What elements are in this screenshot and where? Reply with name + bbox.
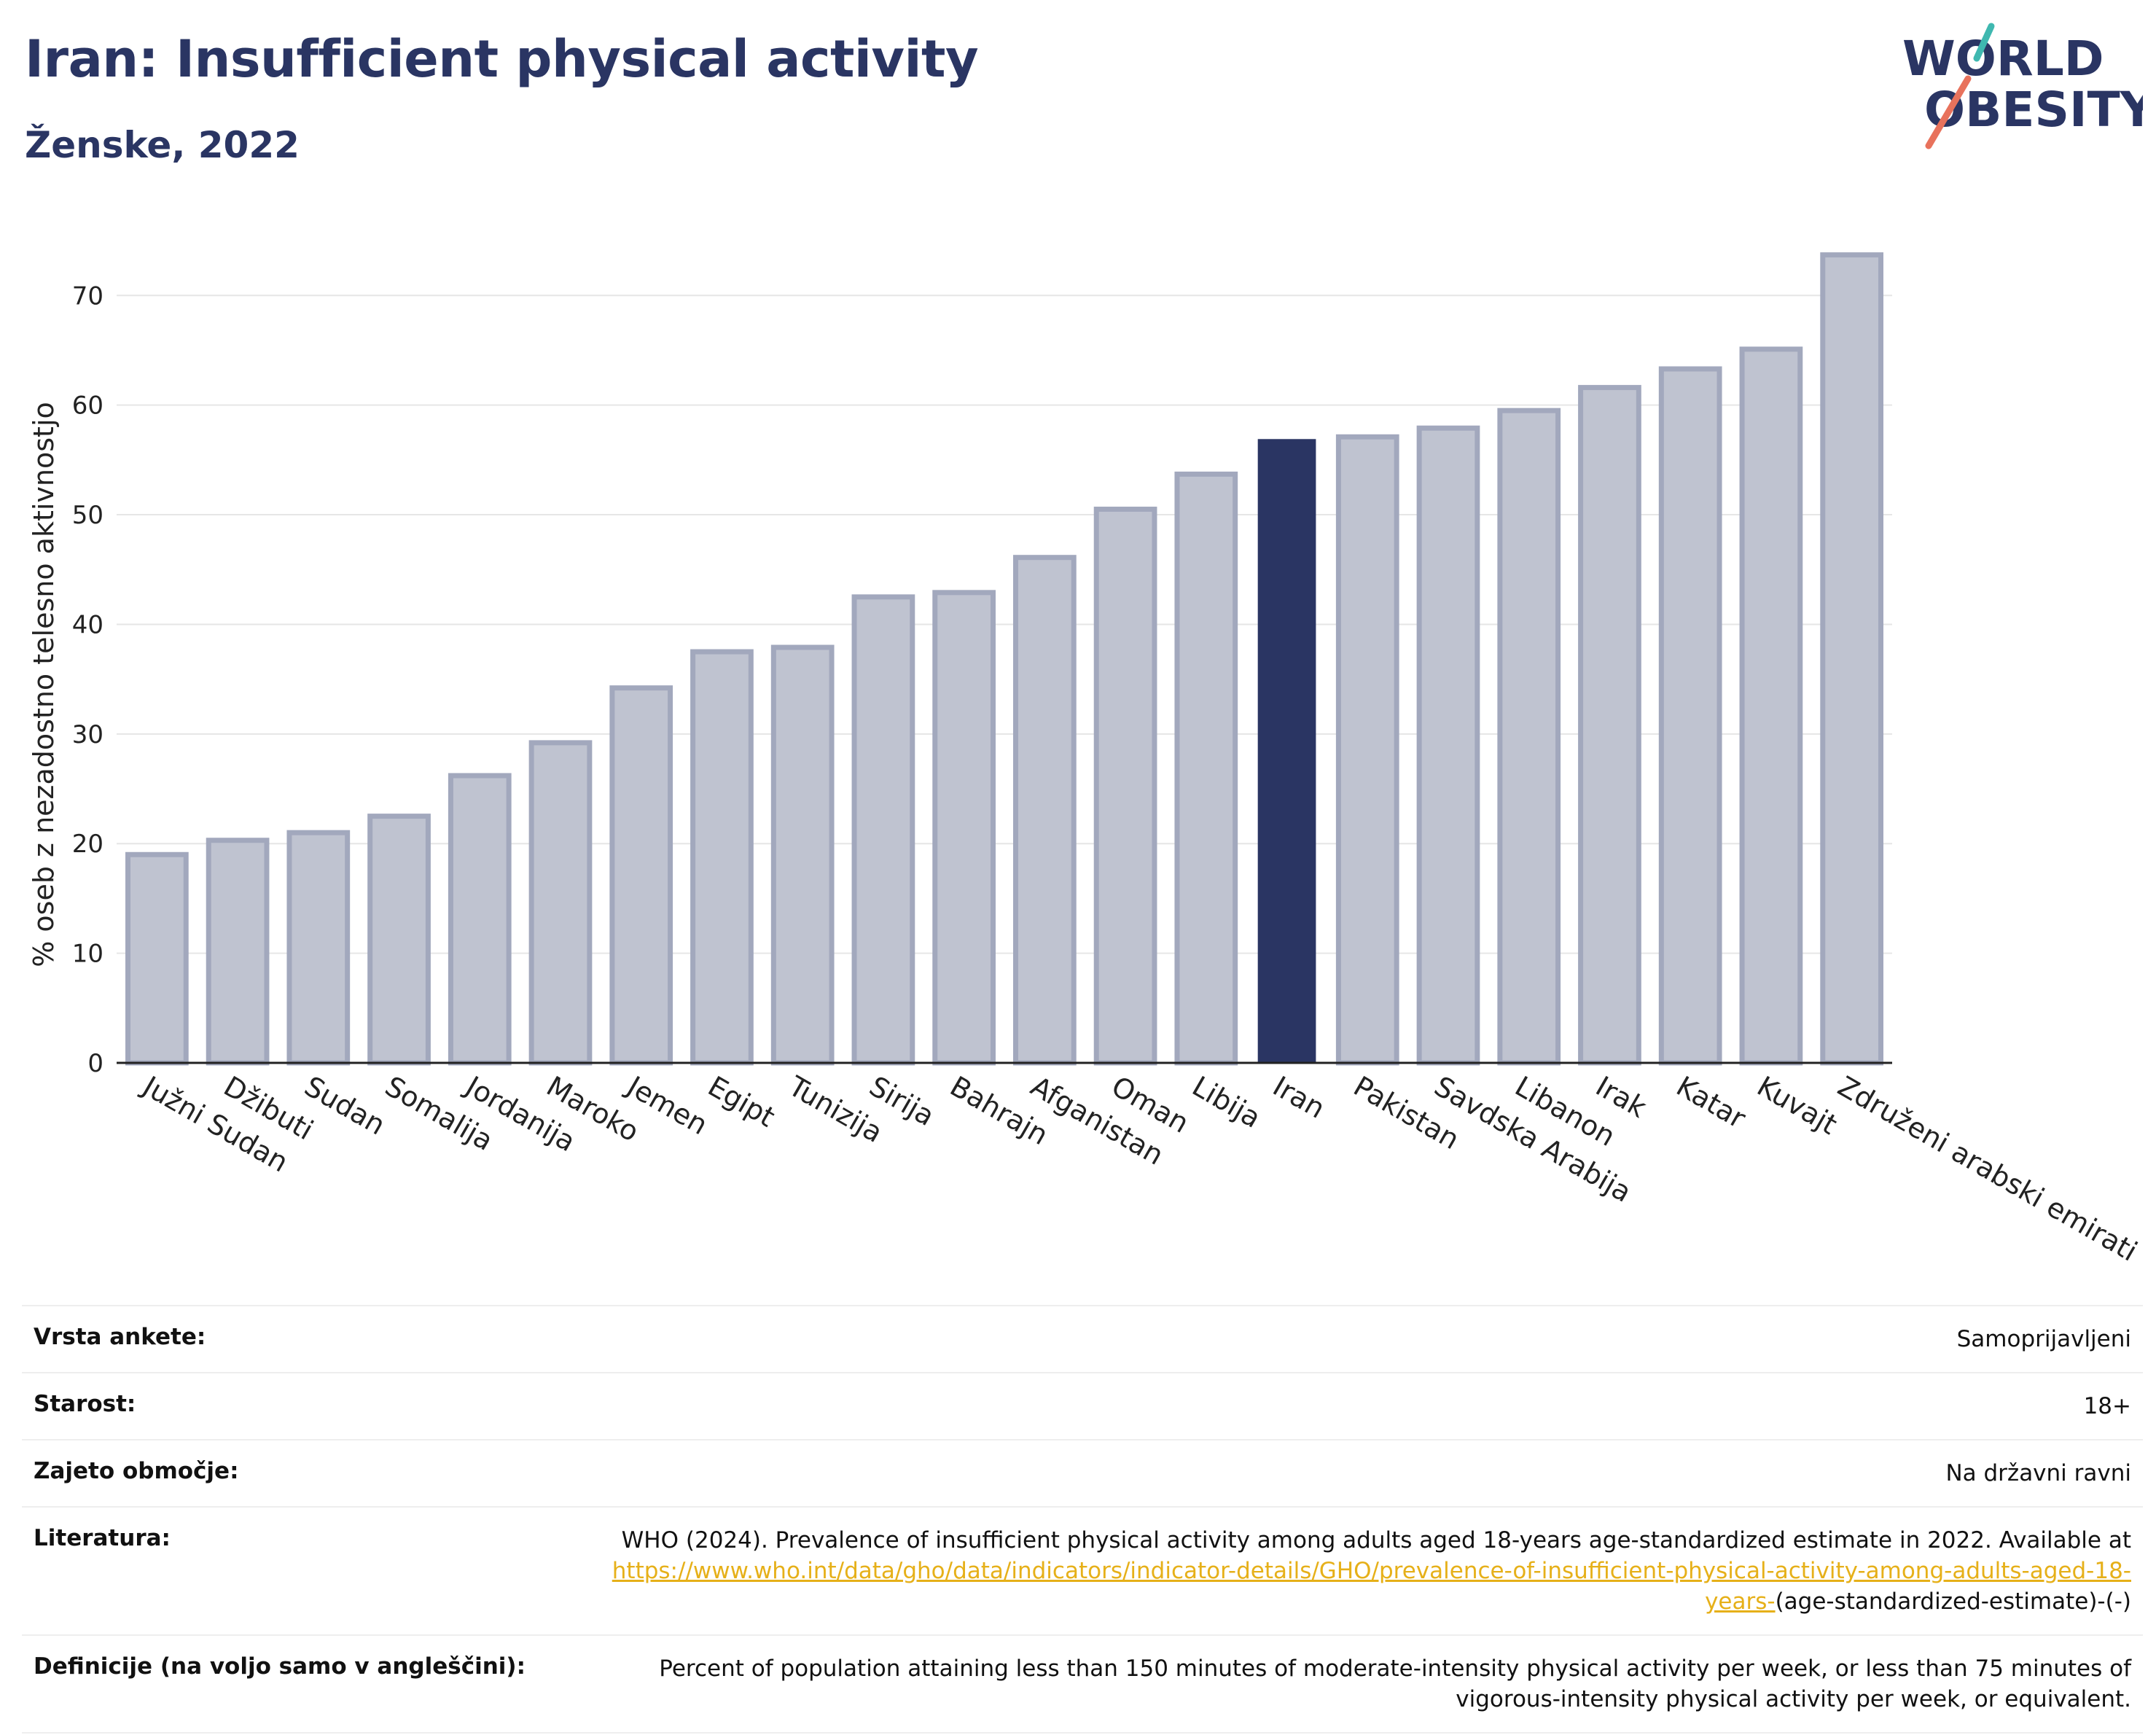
y-tick-label: 50 — [72, 501, 103, 530]
bar-4 — [448, 773, 512, 1066]
y-tick-label: 20 — [72, 830, 103, 859]
x-tick-label: Sudan — [299, 1070, 391, 1142]
bar-chart: 0 10 20 30 40 50 60 70 % oseb z nezadostno teles… — [28, 252, 2143, 1268]
x-tick-label: Egipt — [703, 1070, 781, 1134]
info-table: Vrsta ankete: Samoprijavljeni Starost: 1… — [22, 1305, 2143, 1734]
coverage-value: Na državni ravni — [555, 1439, 2143, 1507]
x-tick-label: Tunizija — [783, 1069, 888, 1149]
y-tick-label: 40 — [72, 610, 103, 639]
x-tick-label: Združeni arabski emirati — [1832, 1070, 2143, 1268]
reference-value: WHO (2024). Prevalence of insufficient p… — [555, 1506, 2143, 1635]
bar-2 — [286, 830, 351, 1066]
x-tick-label: Libija — [1187, 1070, 1266, 1134]
logo-slash-teal — [1973, 23, 1995, 62]
bar-9 — [851, 594, 915, 1066]
age-label: Starost: — [22, 1372, 555, 1440]
definition-label: Definicije (na voljo samo v angleščini): — [22, 1634, 555, 1734]
reference-label: Literatura: — [22, 1506, 555, 1635]
x-tick-label: Katar — [1671, 1070, 1751, 1135]
reference-link[interactable]: https://www.who.int/data/gho/data/indica… — [612, 1558, 2131, 1615]
chart-subtitle: Ženske, 2022 — [25, 124, 300, 166]
logo-text-world: WORLD — [1902, 31, 2104, 87]
info-row-coverage: Zajeto območje: Na državni ravni — [22, 1439, 2143, 1507]
bar-12 — [1093, 507, 1157, 1066]
y-tick-label: 0 — [87, 1049, 103, 1078]
x-tick-label: Kuvajt — [1751, 1070, 1842, 1141]
y-axis-label: % oseb z nezadostno telesno aktivnostjo — [28, 402, 60, 967]
bar-17 — [1497, 408, 1561, 1066]
world-obesity-logo: WORLD OBESITY — [1902, 23, 2143, 149]
bar-20 — [1739, 346, 1803, 1066]
bar-14 — [1257, 439, 1316, 1063]
bar-10 — [932, 590, 996, 1066]
bar-16 — [1416, 425, 1480, 1066]
info-row-reference: Literatura: WHO (2024). Prevalence of in… — [22, 1506, 2143, 1635]
info-row-survey: Vrsta ankete: Samoprijavljeni — [22, 1305, 2143, 1373]
bar-19 — [1658, 366, 1722, 1066]
bar-0 — [125, 851, 189, 1066]
bar-1 — [206, 838, 270, 1066]
survey-type-value: Samoprijavljeni — [555, 1305, 2143, 1373]
age-value: 18+ — [555, 1372, 2143, 1440]
bar-11 — [1013, 555, 1077, 1066]
bar-7 — [690, 649, 754, 1066]
bar-8 — [770, 644, 835, 1066]
definition-value: Percent of population attaining less tha… — [555, 1634, 2143, 1734]
reference-text: WHO (2024). Prevalence of insufficient p… — [621, 1527, 2131, 1553]
bar-21 — [1820, 252, 1883, 1066]
info-row-definition: Definicije (na voljo samo v angleščini):… — [22, 1634, 2143, 1734]
bar-3 — [367, 814, 431, 1066]
bar-18 — [1578, 385, 1641, 1066]
bar-6 — [609, 685, 673, 1066]
y-tick-label: 30 — [72, 720, 103, 749]
logo-slash-coral — [1925, 75, 1972, 149]
y-tick-label: 10 — [72, 940, 103, 969]
survey-type-label: Vrsta ankete: — [22, 1305, 555, 1373]
y-tick-label: 60 — [72, 391, 103, 421]
bar-5 — [528, 740, 593, 1066]
bar-15 — [1335, 434, 1399, 1066]
x-tick-label: Iran — [1268, 1070, 1330, 1125]
y-tick-label: 70 — [72, 281, 103, 311]
coverage-label: Zajeto območje: — [22, 1439, 555, 1507]
bar-13 — [1174, 471, 1238, 1066]
reference-tail: (age-standardized-estimate)-(-) — [1775, 1588, 2131, 1615]
info-row-age: Starost: 18+ — [22, 1372, 2143, 1440]
chart-title: Iran: Insufficient physical activity — [25, 29, 979, 89]
